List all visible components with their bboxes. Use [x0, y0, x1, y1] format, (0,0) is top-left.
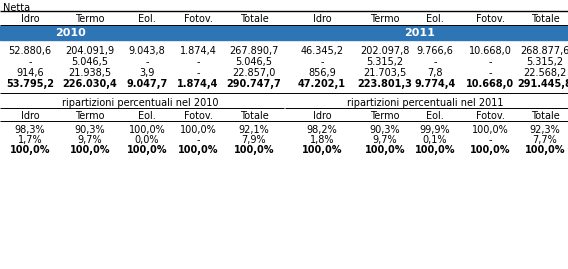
Text: Totale: Totale	[531, 14, 559, 24]
Text: 92,1%: 92,1%	[239, 125, 269, 135]
Text: 22.568,2: 22.568,2	[523, 68, 567, 78]
Text: 9,7%: 9,7%	[78, 135, 102, 145]
Text: 0,1%: 0,1%	[423, 135, 447, 145]
Text: Eol.: Eol.	[426, 14, 444, 24]
Text: 92,3%: 92,3%	[529, 125, 561, 135]
Text: 100,0%: 100,0%	[70, 145, 110, 155]
Text: -: -	[433, 57, 437, 67]
Text: 98,3%: 98,3%	[15, 125, 45, 135]
Text: 10.668,0: 10.668,0	[469, 46, 511, 56]
Text: 100,0%: 100,0%	[470, 145, 510, 155]
Text: 21.703,5: 21.703,5	[364, 68, 407, 78]
Text: Eol.: Eol.	[138, 111, 156, 121]
Text: 5.315,2: 5.315,2	[366, 57, 403, 67]
Text: 99,9%: 99,9%	[420, 125, 450, 135]
Text: Idro: Idro	[313, 14, 331, 24]
Text: 290.747,7: 290.747,7	[227, 79, 281, 89]
Text: 223.801,3: 223.801,3	[358, 79, 412, 89]
Bar	[0, 26, 568, 40]
Text: 100,0%: 100,0%	[365, 145, 405, 155]
Text: 1,8%: 1,8%	[310, 135, 334, 145]
Text: 1.874,4: 1.874,4	[179, 46, 216, 56]
Text: 2010: 2010	[55, 27, 85, 37]
Text: Totale: Totale	[240, 111, 268, 121]
Text: 53.795,2: 53.795,2	[6, 79, 54, 89]
Text: ripartizioni percentuali nel 2011: ripartizioni percentuali nel 2011	[346, 98, 503, 108]
Text: -: -	[197, 135, 200, 145]
Text: 100,0%: 100,0%	[525, 145, 565, 155]
Text: Fotov.: Fotov.	[183, 111, 212, 121]
Text: 3,9: 3,9	[139, 68, 154, 78]
Text: 100,0%: 100,0%	[234, 145, 274, 155]
Text: 90,3%: 90,3%	[74, 125, 105, 135]
Text: 9.774,4: 9.774,4	[415, 79, 456, 89]
Text: 100,0%: 100,0%	[179, 125, 216, 135]
Text: ripartizioni percentuali nel 2010: ripartizioni percentuali nel 2010	[62, 98, 218, 108]
Text: 10.668,0: 10.668,0	[466, 79, 514, 89]
Text: 9.766,6: 9.766,6	[416, 46, 453, 56]
Text: 268.877,6: 268.877,6	[520, 46, 568, 56]
Text: Netta: Netta	[3, 3, 30, 13]
Text: 5.046,5: 5.046,5	[72, 57, 108, 67]
Text: 226.030,4: 226.030,4	[62, 79, 118, 89]
Text: Idro: Idro	[20, 111, 39, 121]
Text: 1,7%: 1,7%	[18, 135, 42, 145]
Text: Eol.: Eol.	[426, 111, 444, 121]
Text: Idro: Idro	[313, 111, 331, 121]
Text: Totale: Totale	[240, 14, 268, 24]
Text: 100,0%: 100,0%	[471, 125, 508, 135]
Text: Termo: Termo	[75, 111, 105, 121]
Text: 47.202,1: 47.202,1	[298, 79, 346, 89]
Text: Totale: Totale	[531, 111, 559, 121]
Text: Termo: Termo	[75, 14, 105, 24]
Text: Eol.: Eol.	[138, 14, 156, 24]
Text: 9,7%: 9,7%	[373, 135, 397, 145]
Text: -: -	[488, 68, 492, 78]
Text: Fotov.: Fotov.	[475, 14, 504, 24]
Text: -: -	[488, 57, 492, 67]
Text: 21.938,5: 21.938,5	[68, 68, 111, 78]
Text: 2011: 2011	[404, 27, 436, 37]
Text: -: -	[145, 57, 149, 67]
Text: 202.097,8: 202.097,8	[360, 46, 410, 56]
Text: 100,0%: 100,0%	[178, 145, 218, 155]
Text: 46.345,2: 46.345,2	[300, 46, 344, 56]
Text: 100,0%: 100,0%	[128, 125, 165, 135]
Text: 7,7%: 7,7%	[533, 135, 557, 145]
Text: 100,0%: 100,0%	[415, 145, 455, 155]
Text: 267.890,7: 267.890,7	[229, 46, 279, 56]
Text: -: -	[197, 57, 200, 67]
Text: 914,6: 914,6	[16, 68, 44, 78]
Text: 7,9%: 7,9%	[242, 135, 266, 145]
Text: 100,0%: 100,0%	[10, 145, 50, 155]
Text: 52.880,6: 52.880,6	[9, 46, 52, 56]
Text: 100,0%: 100,0%	[127, 145, 167, 155]
Text: 1.874,4: 1.874,4	[177, 79, 219, 89]
Text: 98,2%: 98,2%	[307, 125, 337, 135]
Text: 9.043,8: 9.043,8	[128, 46, 165, 56]
Text: 5.046,5: 5.046,5	[236, 57, 273, 67]
Text: 204.091,9: 204.091,9	[65, 46, 115, 56]
Text: 9.047,7: 9.047,7	[126, 79, 168, 89]
Text: 90,3%: 90,3%	[370, 125, 400, 135]
Text: Idro: Idro	[20, 14, 39, 24]
Text: 856,9: 856,9	[308, 68, 336, 78]
Text: Termo: Termo	[370, 111, 400, 121]
Text: 100,0%: 100,0%	[302, 145, 343, 155]
Text: -: -	[488, 135, 492, 145]
Text: -: -	[320, 57, 324, 67]
Text: 0,0%: 0,0%	[135, 135, 159, 145]
Text: Termo: Termo	[370, 14, 400, 24]
Text: 22.857,0: 22.857,0	[232, 68, 275, 78]
Text: 291.445,8: 291.445,8	[517, 79, 568, 89]
Text: Fotov.: Fotov.	[183, 14, 212, 24]
Text: -: -	[197, 68, 200, 78]
Text: Fotov.: Fotov.	[475, 111, 504, 121]
Text: -: -	[28, 57, 32, 67]
Text: 5.315,2: 5.315,2	[527, 57, 563, 67]
Text: 7,8: 7,8	[427, 68, 442, 78]
